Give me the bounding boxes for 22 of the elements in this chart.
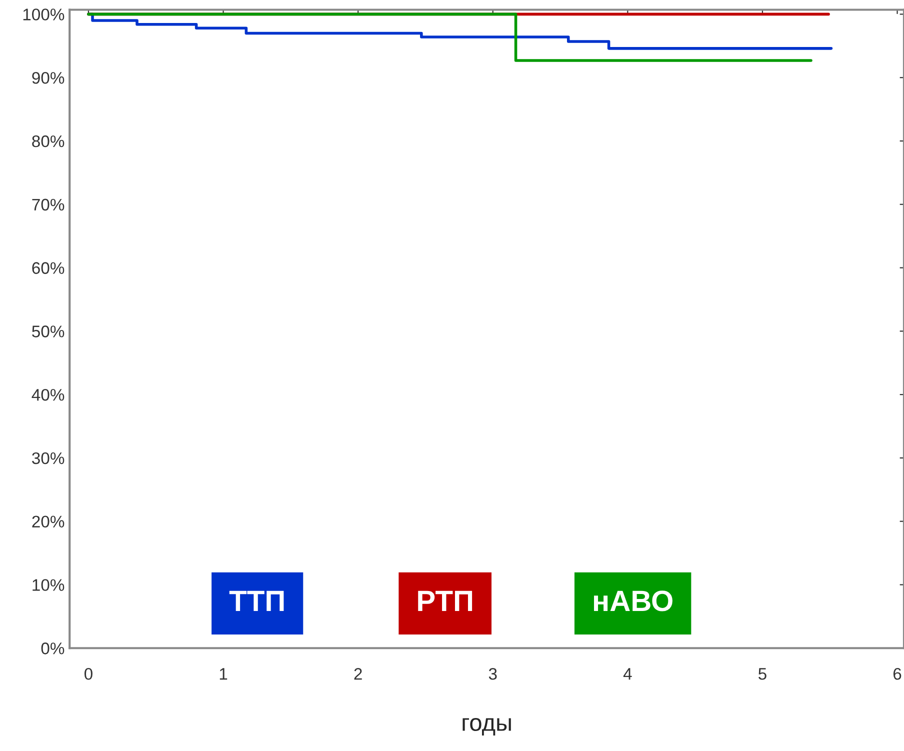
x-tick-label: 0	[84, 668, 92, 680]
y-tick-label: 100%	[23, 8, 64, 20]
y-tick-label: 30%	[32, 452, 64, 464]
x-tick-label: 5	[758, 668, 766, 680]
x-tick-label: 3	[488, 668, 497, 680]
y-tick-label: 50%	[32, 326, 64, 338]
text: нАВО	[594, 590, 672, 612]
x-tick-label: 4	[623, 668, 632, 680]
y-tick-label: 70%	[32, 198, 64, 211]
y-tick-label: 10%	[32, 579, 64, 591]
x-tick-label: 6	[893, 668, 902, 680]
y-tick-label: 40%	[32, 388, 64, 401]
y-tick-label: 0%	[41, 642, 64, 654]
y-tick-label: 90%	[32, 72, 64, 84]
y-tick-label: 20%	[32, 516, 64, 528]
x-tick-label: 1	[220, 668, 228, 680]
x-axis-title: годы	[462, 718, 511, 736]
x-tick-label: 2	[354, 668, 362, 680]
text: РТП	[418, 590, 472, 611]
y-tick-label: 60%	[32, 262, 64, 274]
y-tick-label: 80%	[32, 135, 64, 148]
text: ТТП	[229, 590, 284, 611]
